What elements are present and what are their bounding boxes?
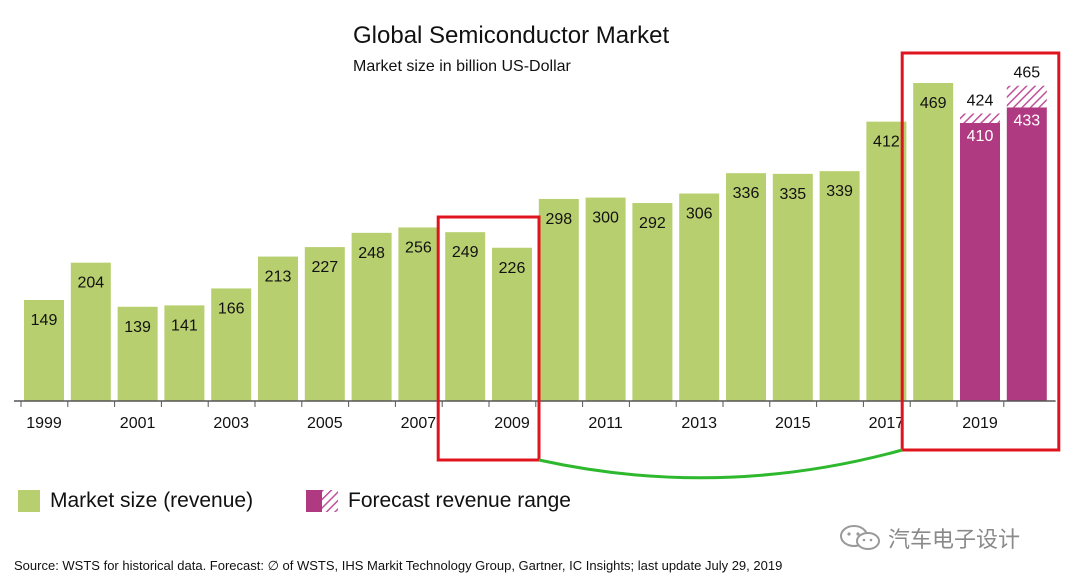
- bar-2017: [866, 121, 907, 401]
- bar-2015: [772, 173, 813, 401]
- legend-market-swatch: [18, 490, 40, 512]
- forecast-range-2019: [960, 113, 1000, 124]
- bar-2011: [585, 197, 626, 401]
- connector-line: [538, 448, 903, 480]
- bar-label-2011: 300: [592, 210, 619, 227]
- legend-market-label: Market size (revenue): [50, 489, 254, 512]
- bar-label-2015: 335: [779, 186, 806, 203]
- bar-2009: [492, 247, 532, 401]
- x-tick-label-2017: 2017: [869, 415, 905, 432]
- x-tick-label-2003: 2003: [213, 415, 249, 432]
- bar-1999: [24, 299, 64, 401]
- bar-label-2008: 249: [452, 244, 479, 261]
- forecast-low-label-2020: 433: [1013, 112, 1040, 129]
- x-tick-label-2007: 2007: [401, 415, 437, 432]
- bar-2002: [164, 305, 205, 401]
- x-tick-label-2005: 2005: [307, 415, 343, 432]
- bar-2013: [679, 193, 720, 401]
- highlight-box-2008-2009: [436, 215, 541, 462]
- forecast-high-label-2019: 424: [967, 93, 994, 110]
- bar-2014: [726, 173, 766, 401]
- legend-market: Market size (revenue): [18, 489, 253, 513]
- forecast-high-label-2020: 465: [1013, 65, 1040, 82]
- bar-label-2018: 469: [920, 95, 947, 112]
- bar-label-2017: 412: [873, 134, 900, 151]
- bar-2005: [304, 247, 345, 401]
- bar-2006: [351, 232, 392, 401]
- bar-label-2003: 166: [218, 300, 245, 317]
- chart-subtitle: Market size in billion US-Dollar: [353, 58, 571, 75]
- bar-label-2006: 248: [358, 245, 385, 262]
- bar-label-2010: 298: [545, 211, 572, 228]
- bar-label-2004: 213: [265, 269, 292, 286]
- bar-2000: [70, 262, 111, 401]
- forecast-range-2020: [1006, 85, 1047, 108]
- x-tick-label-2009: 2009: [494, 415, 530, 432]
- bar-2003: [211, 288, 252, 401]
- bar-2004: [258, 256, 298, 401]
- bar-label-2013: 306: [686, 206, 713, 223]
- x-tick-label-2011: 2011: [588, 415, 623, 432]
- legend-forecast-label: Forecast revenue range: [348, 489, 571, 512]
- forecast-bar-2019: [960, 123, 1000, 401]
- x-tick-label-2019: 2019: [962, 415, 998, 432]
- bar-label-2001: 139: [124, 319, 151, 336]
- bar-2007: [398, 227, 439, 401]
- bar-label-2016: 339: [826, 183, 853, 200]
- bar-label-2014: 336: [733, 185, 760, 202]
- watermark-text: 汽车电子设计: [888, 527, 1021, 552]
- bar-2008: [445, 232, 486, 401]
- x-tick-label-1999: 1999: [26, 415, 62, 432]
- bar-label-2005: 227: [311, 259, 338, 276]
- bar-label-2012: 292: [639, 215, 666, 232]
- source-note: Source: WSTS for historical data. Foreca…: [14, 558, 783, 573]
- forecast-low-label-2019: 410: [967, 128, 994, 145]
- highlight-box-2018-2020: [900, 51, 1061, 452]
- legend-forecast-swatch: [306, 490, 338, 512]
- bar-label-2002: 141: [171, 317, 198, 334]
- watermark: 汽车电子设计: [838, 522, 1020, 554]
- bar-label-2007: 256: [405, 239, 432, 256]
- bar-2018: [913, 83, 954, 401]
- bar-label-1999: 149: [31, 312, 58, 329]
- forecast-bar-2020: [1006, 107, 1047, 402]
- bar-label-2009: 226: [499, 260, 526, 277]
- x-tick-label-2013: 2013: [681, 415, 717, 432]
- chat-bubble-icon: [840, 525, 880, 550]
- bar-2010: [538, 198, 579, 401]
- legend-forecast: Forecast revenue range: [306, 489, 571, 513]
- bar-label-2000: 204: [77, 275, 104, 292]
- bar-2001: [117, 306, 158, 401]
- bar-2016: [819, 171, 860, 401]
- x-tick-label-2001: 2001: [120, 415, 156, 432]
- bar-2012: [632, 203, 673, 401]
- chart-title: Global Semiconductor Market: [353, 22, 670, 49]
- x-tick-label-2015: 2015: [775, 415, 811, 432]
